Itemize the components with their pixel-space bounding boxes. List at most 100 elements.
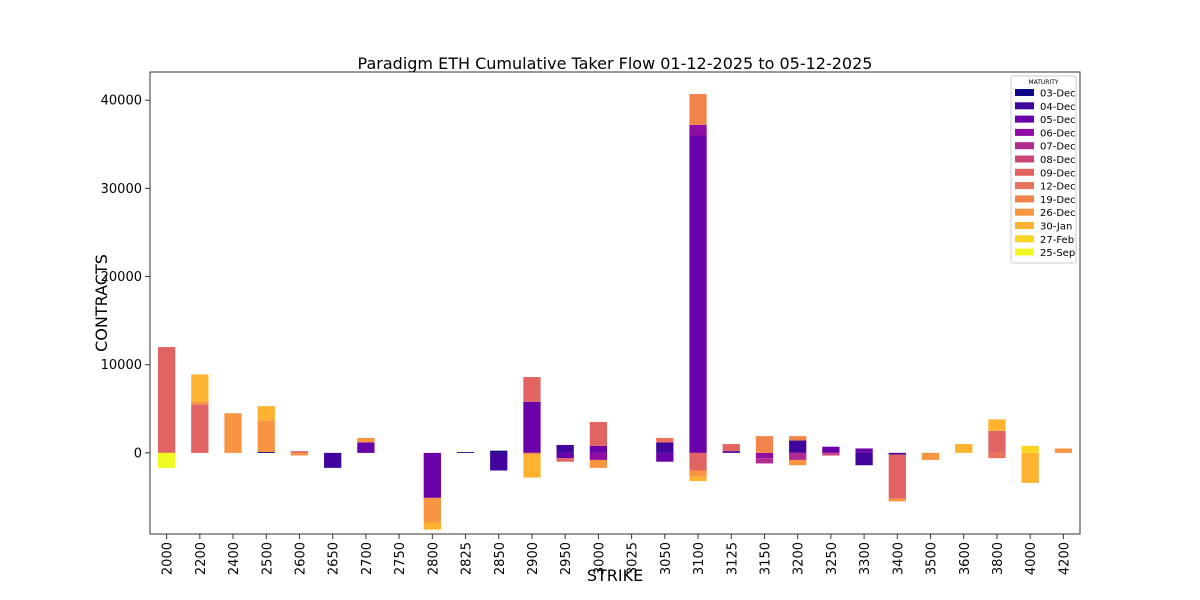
bar-3400-09-dec [888, 454, 906, 499]
legend-swatch-12-dec [1015, 182, 1034, 190]
bar-4000-30-jan [1021, 452, 1039, 483]
bar-3050-05-dec [656, 452, 674, 462]
bar-3200-07-dec [789, 452, 807, 460]
bar-2500-30-jan [257, 406, 275, 421]
legend-swatch-25-sep [1015, 248, 1034, 256]
bar-3050-12-dec [656, 437, 674, 443]
y-tick-label: 30000 [101, 182, 142, 197]
bar-2825-03-dec [456, 452, 475, 453]
bar-2900-26-dec [523, 452, 541, 455]
bar-4200-26-dec [1054, 448, 1073, 453]
legend-label-07-dec: 07-Dec [1040, 142, 1076, 153]
x-tick-label: 3125 [725, 542, 740, 575]
bar-2700-26-dec [357, 437, 375, 443]
bar-3125-04-dec [722, 451, 740, 453]
legend-label-06-dec: 06-Dec [1040, 128, 1076, 139]
x-tick-label: 2950 [559, 542, 574, 575]
legend-swatch-08-dec [1015, 155, 1034, 163]
x-tick-label: 3250 [825, 542, 840, 575]
bar-3100-06-dec [689, 124, 707, 136]
x-tick-label: 2000 [161, 542, 176, 575]
bar-3250-08-dec [822, 452, 840, 456]
bar-2800-30-jan [423, 522, 441, 530]
bar-2900-30-jan [523, 454, 541, 478]
bar-3000-06-dec [589, 452, 608, 460]
bar-2950-05-dec [556, 452, 574, 459]
bar-3250-05-dec [822, 446, 840, 453]
bar-2600-26-dec [290, 452, 309, 456]
x-tick-label: 2700 [360, 542, 375, 575]
legend-swatch-03-dec [1015, 89, 1034, 96]
legend-label-30-jan: 30-Jan [1040, 222, 1072, 233]
legend-label-03-dec: 03-Dec [1040, 89, 1076, 100]
bar-3100-09-dec [689, 452, 707, 471]
x-tick-label: 2825 [460, 542, 475, 575]
bar-2000-09-dec [157, 347, 176, 453]
x-tick-label: 2400 [227, 542, 242, 575]
legend-label-04-dec: 04-Dec [1040, 102, 1076, 113]
legend-swatch-07-dec [1015, 142, 1034, 150]
bar-3000-09-dec [589, 422, 608, 446]
legend-swatch-05-dec [1015, 115, 1034, 123]
bar-3800-30-jan [988, 419, 1006, 431]
legend-label-25-sep: 25-Sep [1040, 248, 1075, 259]
bar-3200-04-dec [789, 440, 807, 453]
chart-title: Paradigm ETH Cumulative Taker Flow 01-12… [358, 54, 873, 73]
bar-2850-04-dec [490, 452, 508, 471]
bar-2200-09-dec [191, 404, 209, 453]
x-tick-label: 3300 [858, 542, 873, 575]
y-tick-label: 40000 [101, 94, 142, 109]
bar-3150-19-dec [755, 436, 774, 453]
bar-3100-05-dec [689, 135, 707, 453]
bar-2900-09-dec [523, 377, 541, 402]
bar-3400-26-dec [888, 498, 906, 502]
bar-2900-05-dec [523, 401, 541, 453]
legend-swatch-19-dec [1015, 195, 1034, 203]
legend-swatch-27-feb [1015, 235, 1034, 243]
x-tick-label: 2900 [526, 542, 541, 575]
y-axis-label: CONTRACTS [92, 254, 111, 352]
legend-frame [1010, 75, 1077, 264]
bar-3300-05-dec [855, 448, 873, 453]
bar-3200-26-dec [789, 459, 807, 466]
legend-label-05-dec: 05-Dec [1040, 115, 1076, 126]
bar-4000-27-feb [1021, 445, 1039, 453]
x-tick-label: 3050 [659, 542, 674, 575]
x-tick-label: 2650 [327, 542, 342, 575]
legend-swatch-26-dec [1015, 208, 1034, 216]
x-tick-label: 3025 [626, 542, 641, 575]
bar-2200-26-dec [191, 401, 209, 405]
bar-3050-04-dec [656, 442, 674, 453]
x-tick-label: 4000 [1024, 542, 1039, 575]
bar-2800-26-dec [423, 497, 441, 523]
bar-3800-09-dec [988, 430, 1006, 453]
bar-2400-26-dec [224, 413, 242, 453]
x-tick-label: 2850 [493, 542, 508, 575]
x-axis: 2000 2200 2400 2500 2600 2650 2700 2750 2800 2825… [161, 534, 1072, 575]
bar-2950-04-dec [556, 444, 574, 453]
legend-label-26-dec: 26-Dec [1040, 208, 1076, 219]
x-tick-label: 3400 [891, 542, 906, 575]
x-tick-label: 3800 [991, 542, 1006, 575]
x-tick-label: 2200 [194, 542, 209, 575]
x-tick-label: 3100 [692, 542, 707, 575]
bar-2800-05-dec [423, 452, 441, 498]
legend-swatch-06-dec [1015, 128, 1034, 136]
bar-3125-09-dec [722, 444, 740, 452]
x-tick-label: 2500 [260, 542, 275, 575]
legend-swatch-04-dec [1015, 102, 1034, 110]
bar-2600-09-dec [290, 451, 309, 453]
bar-3150-06-dec [755, 452, 774, 459]
legend-swatch-09-dec [1015, 168, 1034, 176]
legend-swatch-30-jan [1015, 222, 1034, 229]
legend: MATURITY 03-Dec 04-Dec 05-Dec 06-Dec 07-Dec 08… [1010, 75, 1077, 264]
x-tick-label: 3000 [592, 542, 607, 575]
legend-label-27-feb: 27-Feb [1040, 235, 1074, 246]
bar-2500-26-dec [257, 420, 275, 453]
legend-label-08-dec: 08-Dec [1040, 155, 1076, 166]
bar-3100-30-jan [689, 476, 707, 482]
bar-3800-12-dec [988, 452, 1006, 459]
bar-3600-30-jan [955, 444, 973, 453]
bar-3400-04-dec [888, 452, 906, 455]
